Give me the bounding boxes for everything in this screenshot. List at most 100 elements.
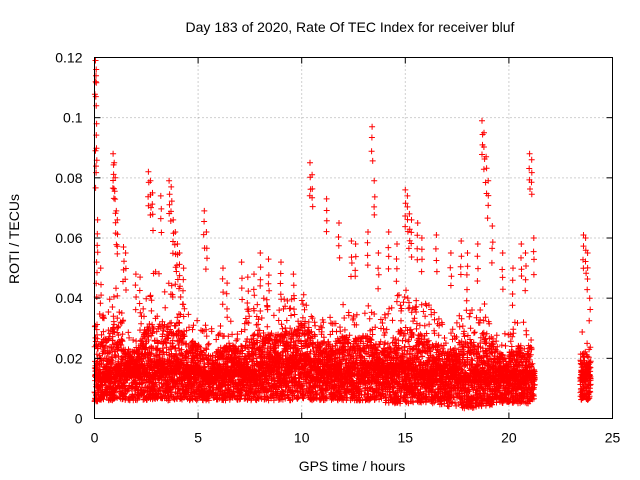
data-point xyxy=(113,285,119,292)
data-point xyxy=(115,332,122,339)
data-point xyxy=(396,292,402,298)
data-point xyxy=(185,311,192,318)
data-point xyxy=(100,312,107,319)
data-point xyxy=(175,327,182,334)
data-point xyxy=(202,322,209,329)
data-point xyxy=(115,324,121,331)
data-point xyxy=(159,345,166,352)
data-point xyxy=(165,332,172,339)
data-point xyxy=(115,323,122,330)
data-point xyxy=(288,312,294,319)
data-point xyxy=(109,333,116,340)
data-point xyxy=(189,326,196,333)
data-point xyxy=(260,295,267,302)
data-point xyxy=(143,344,150,351)
data-point xyxy=(149,329,156,336)
data-point xyxy=(108,361,115,368)
data-point xyxy=(312,322,319,329)
data-point xyxy=(205,340,212,347)
data-point xyxy=(125,329,132,336)
data-point xyxy=(385,310,392,317)
data-point xyxy=(340,301,347,308)
data-point xyxy=(169,294,176,300)
data-point xyxy=(341,326,348,333)
data-point xyxy=(181,305,188,312)
data-point xyxy=(159,331,166,338)
data-point xyxy=(154,313,161,320)
data-point xyxy=(109,359,116,366)
data-point xyxy=(181,333,188,340)
data-point xyxy=(111,321,118,328)
data-point xyxy=(366,315,373,322)
data-point xyxy=(130,337,137,343)
data-point xyxy=(138,320,145,327)
data-point xyxy=(156,270,162,277)
data-point xyxy=(147,292,154,299)
data-point xyxy=(276,307,283,314)
data-point xyxy=(161,288,168,295)
data-point xyxy=(118,310,125,316)
data-point xyxy=(110,328,117,335)
data-point xyxy=(168,319,175,326)
data-point xyxy=(382,339,389,346)
data-point xyxy=(258,315,265,321)
data-point xyxy=(96,352,103,359)
data-point xyxy=(145,337,152,343)
data-point xyxy=(203,333,210,340)
data-point xyxy=(275,317,282,324)
data-point xyxy=(180,313,187,320)
data-point xyxy=(168,282,175,289)
data-point xyxy=(198,327,204,334)
data-point xyxy=(361,310,368,317)
data-point xyxy=(147,351,154,358)
data-point xyxy=(141,365,148,372)
data-point xyxy=(353,311,360,318)
data-point xyxy=(167,326,174,333)
data-point xyxy=(190,322,197,329)
data-point xyxy=(126,334,133,341)
data-point xyxy=(183,340,190,347)
data-point xyxy=(254,301,261,308)
chart-title: Day 183 of 2020, Rate Of TEC Index for r… xyxy=(186,19,515,35)
data-point xyxy=(119,338,126,345)
data-point xyxy=(399,337,406,344)
data-point xyxy=(173,268,180,275)
data-point xyxy=(133,338,140,345)
data-point xyxy=(400,299,407,306)
data-point xyxy=(298,297,305,304)
data-point xyxy=(148,297,155,304)
data-point xyxy=(118,342,125,349)
data-point xyxy=(177,311,184,318)
data-point xyxy=(270,312,277,319)
data-point xyxy=(208,325,215,332)
data-point xyxy=(398,317,404,324)
data-point xyxy=(98,331,105,338)
data-point xyxy=(257,308,264,314)
data-point xyxy=(146,321,153,327)
data-point xyxy=(217,323,224,329)
data-point xyxy=(176,320,183,326)
data-point xyxy=(148,307,155,314)
data-point xyxy=(105,327,112,334)
data-point xyxy=(110,313,117,320)
data-point xyxy=(151,386,157,393)
data-point xyxy=(291,311,298,318)
data-point xyxy=(114,315,121,322)
data-point xyxy=(178,346,185,353)
data-point xyxy=(120,317,127,324)
data-point xyxy=(118,361,125,368)
data-point xyxy=(103,339,110,346)
data-point xyxy=(389,317,396,324)
data-point xyxy=(119,331,126,338)
data-point xyxy=(148,350,155,357)
data-point xyxy=(172,344,179,351)
data-point xyxy=(114,292,121,299)
data-point xyxy=(152,268,159,275)
data-point xyxy=(143,295,150,302)
data-point xyxy=(278,321,285,328)
data-point xyxy=(172,281,179,288)
data-point xyxy=(300,291,307,298)
data-point xyxy=(186,324,192,331)
data-point xyxy=(135,392,142,399)
